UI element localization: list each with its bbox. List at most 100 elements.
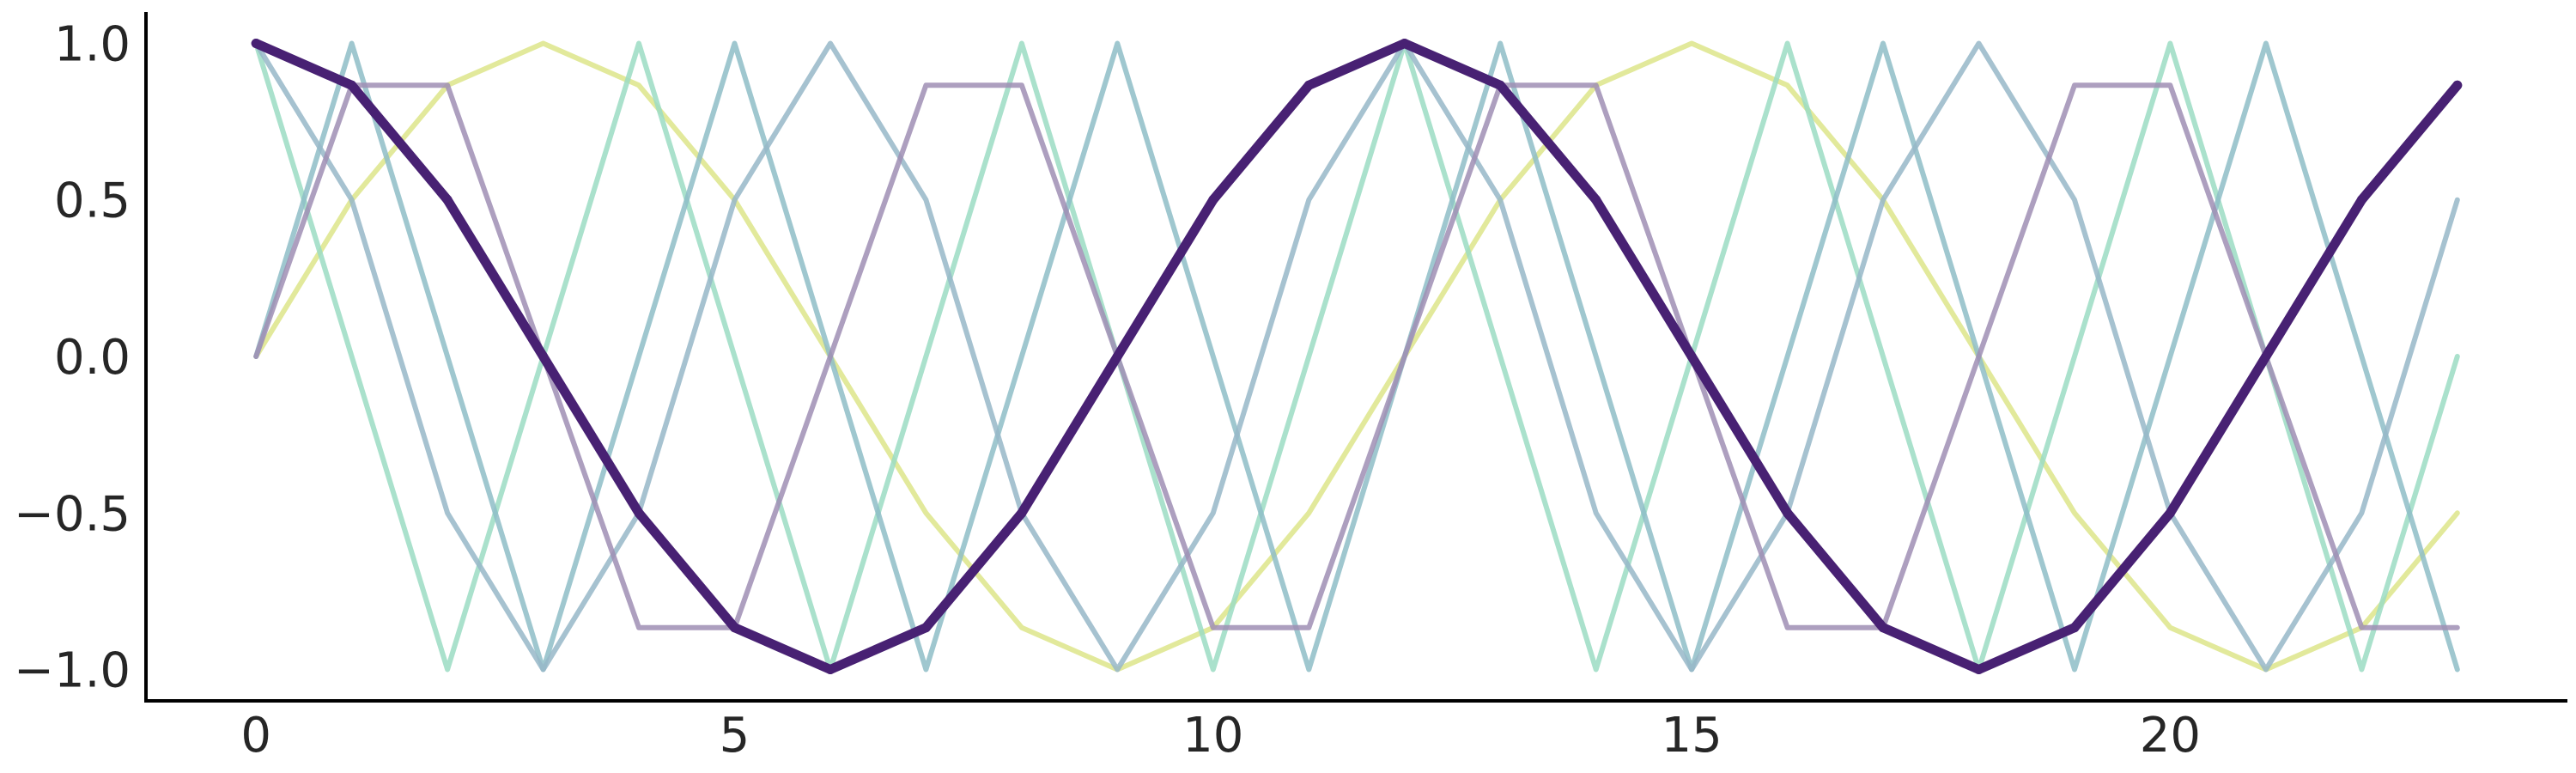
series-3-point-14 (1594, 510, 1599, 515)
x-tick-label: 20 (2140, 708, 2201, 764)
series-line-2 (253, 40, 2460, 673)
series-4-point-23 (2455, 625, 2460, 630)
series-1-point-14 (1594, 667, 1599, 673)
series-3-point-19 (2072, 198, 2077, 203)
series-0-point-8 (1019, 625, 1024, 630)
series-3-point-11 (1306, 198, 1311, 203)
series-4-point-7 (923, 82, 928, 88)
series-1 (253, 40, 2460, 673)
y-tick-label: −0.5 (14, 486, 131, 542)
series-0-point-7 (923, 510, 928, 515)
series-5-point-16 (1783, 508, 1793, 518)
x-tick-label: 5 (720, 708, 750, 764)
series-4-point-4 (636, 625, 641, 630)
series-line-3 (253, 40, 2460, 673)
series-5-point-23 (2452, 80, 2463, 90)
series-3-point-3 (541, 667, 546, 673)
series-1-point-19 (2072, 354, 2077, 359)
series-1-point-11 (1306, 354, 1311, 359)
series-3-point-22 (2359, 510, 2364, 515)
series-2-point-1 (349, 41, 355, 46)
series-3-point-2 (445, 510, 450, 515)
series-4-point-6 (828, 354, 833, 359)
series-1-point-17 (1880, 354, 1886, 359)
series-line-0 (253, 40, 2460, 673)
series-0-point-16 (1785, 82, 1790, 88)
series-3-point-5 (732, 198, 738, 203)
series-4-point-0 (253, 354, 258, 359)
series-3-point-6 (828, 41, 833, 46)
series-5-point-18 (1974, 665, 1984, 674)
series-1-point-1 (349, 354, 355, 359)
series-3-point-10 (1211, 510, 1216, 515)
y-tick-label: 0.0 (54, 330, 131, 386)
series-1-point-2 (445, 667, 450, 673)
series-5-point-10 (1208, 195, 1218, 205)
series-4-point-19 (2072, 82, 2077, 88)
x-tick-label: 0 (240, 708, 271, 764)
series-5-point-8 (1017, 508, 1027, 518)
series-5-point-22 (2356, 195, 2366, 205)
series-3-point-15 (1689, 667, 1694, 673)
series-5-point-17 (1878, 623, 1888, 633)
series-3-point-13 (1498, 198, 1503, 203)
series-1-point-10 (1211, 667, 1216, 673)
series-2 (253, 40, 2460, 673)
series-2-point-8 (1019, 354, 1024, 359)
series-0-point-3 (541, 41, 546, 46)
series-0 (253, 40, 2460, 673)
series-0-point-23 (2455, 510, 2460, 515)
series-2-point-13 (1498, 41, 1503, 46)
series-5 (251, 39, 2463, 674)
series-5-point-6 (825, 665, 835, 674)
series-4-point-8 (1019, 82, 1024, 88)
series-4-point-2 (445, 82, 450, 88)
series-2-point-16 (1785, 354, 1790, 359)
x-tick-label: 10 (1182, 708, 1243, 764)
series-5-point-2 (442, 195, 453, 205)
series-4-point-16 (1785, 625, 1790, 630)
series-3-point-7 (923, 198, 928, 203)
series-5-point-11 (1303, 80, 1314, 90)
y-tick-labels: 1.0 0.5 0.0 −0.5 −1.0 (14, 17, 131, 699)
series-0-point-20 (2167, 625, 2172, 630)
series-4-point-18 (1977, 354, 1982, 359)
series-5-point-4 (634, 508, 644, 518)
series-4-point-11 (1306, 625, 1311, 630)
series-1-point-5 (732, 354, 738, 359)
series-2-point-22 (2359, 354, 2364, 359)
series-3-point-21 (2263, 667, 2269, 673)
series-5-point-21 (2261, 351, 2271, 362)
y-tick-label: 1.0 (54, 17, 131, 73)
series-0-point-4 (636, 82, 641, 88)
series-2-point-20 (2167, 354, 2172, 359)
series-1-point-20 (2167, 41, 2172, 46)
series-5-point-1 (347, 80, 357, 90)
series-line-1 (253, 40, 2460, 673)
series-5-point-13 (1495, 80, 1505, 90)
series-4-point-14 (1594, 82, 1599, 88)
series-3-point-18 (1977, 41, 1982, 46)
series-5-point-19 (2069, 623, 2080, 633)
series-3-point-1 (349, 198, 355, 203)
series-5-point-0 (251, 39, 261, 48)
series-3-point-17 (1880, 198, 1886, 203)
series-5-point-3 (538, 351, 549, 362)
y-tick-label: −1.0 (14, 643, 131, 699)
series-0-point-19 (2072, 510, 2077, 515)
series-3-point-23 (2455, 198, 2460, 203)
series-4-point-12 (1402, 354, 1407, 359)
series-3-point-9 (1115, 667, 1120, 673)
series-layer (251, 39, 2463, 674)
series-2-point-2 (445, 354, 450, 359)
series-5-point-7 (920, 623, 931, 633)
x-tick-label: 15 (1661, 708, 1722, 764)
y-tick-label: 0.5 (54, 173, 131, 229)
series-3 (253, 40, 2460, 673)
series-0-point-11 (1306, 510, 1311, 515)
series-5-point-20 (2165, 508, 2175, 518)
series-1-point-22 (2359, 667, 2364, 673)
series-5-point-12 (1400, 39, 1410, 48)
series-1-point-13 (1498, 354, 1503, 359)
series-5-point-9 (1112, 351, 1122, 362)
